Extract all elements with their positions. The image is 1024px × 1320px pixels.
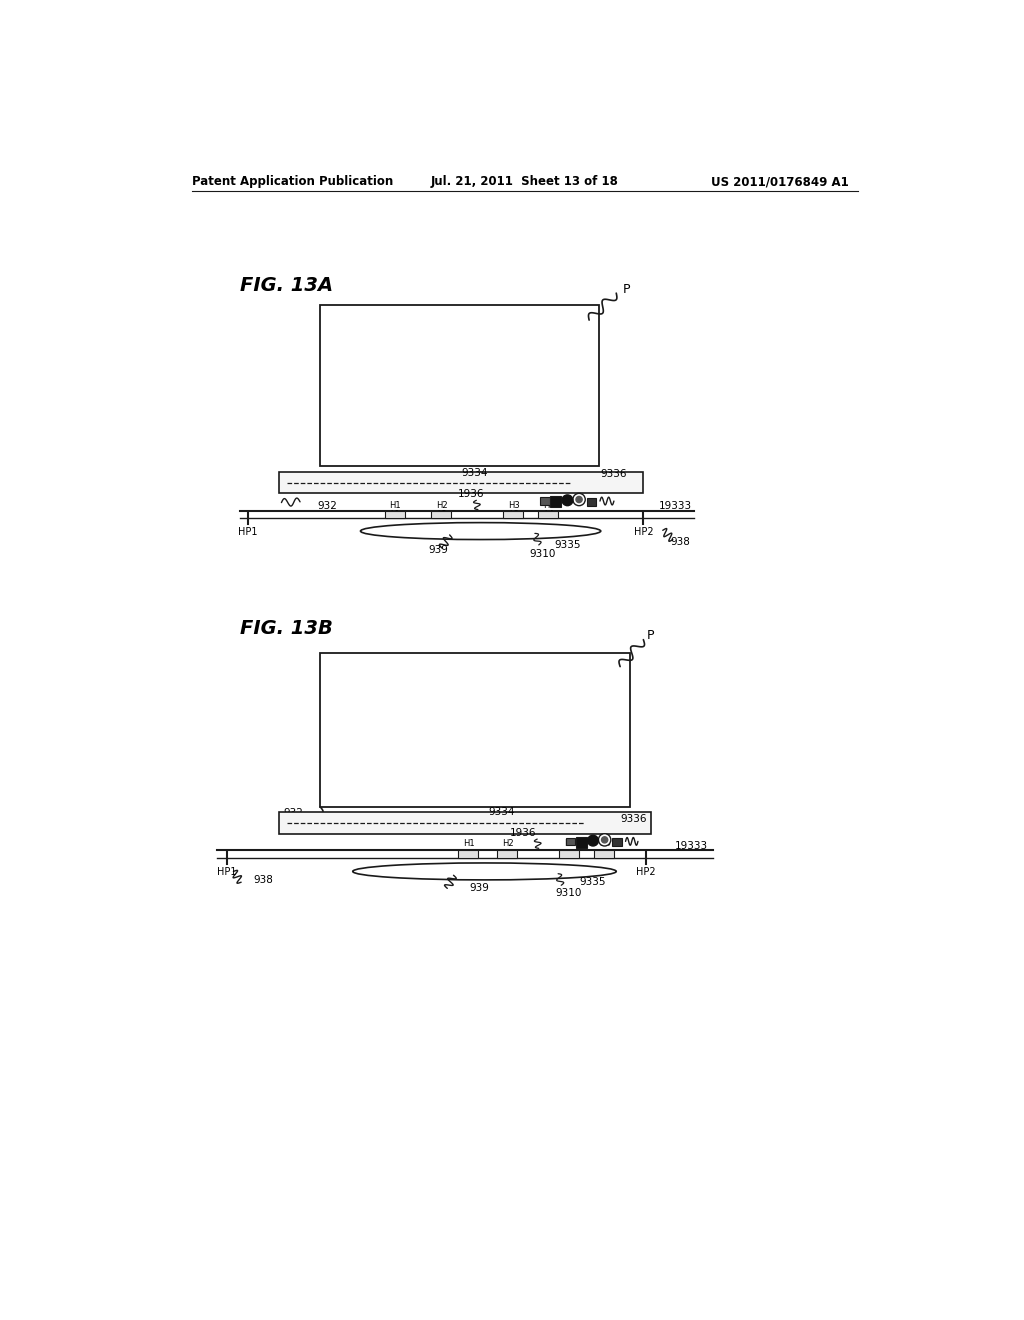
Text: h2: h2 (437, 510, 446, 519)
Text: P: P (647, 630, 654, 643)
Bar (321, 305, 599, 466)
Text: FIG. 13A: FIG. 13A (241, 276, 334, 294)
Text: 932: 932 (283, 808, 303, 818)
Text: 9335: 9335 (554, 540, 581, 550)
Text: FIG. 13B: FIG. 13B (241, 619, 333, 638)
Text: HP2: HP2 (634, 527, 653, 537)
Text: 9334: 9334 (461, 469, 487, 478)
Bar (431, 511, 452, 517)
Text: 9310: 9310 (529, 549, 556, 560)
Text: P: P (623, 282, 630, 296)
Text: 9336: 9336 (621, 814, 646, 824)
Text: Patent Application Publication: Patent Application Publication (191, 176, 393, 187)
Text: h3: h3 (509, 510, 519, 519)
Text: US 2011/0176849 A1: US 2011/0176849 A1 (711, 176, 849, 187)
Bar (280, 812, 651, 834)
Ellipse shape (352, 863, 616, 880)
Text: 1936: 1936 (510, 829, 537, 838)
Bar (321, 653, 630, 807)
Text: 9310: 9310 (555, 888, 582, 898)
Text: 19333: 19333 (675, 841, 708, 851)
Text: H2: H2 (502, 840, 514, 849)
Bar (559, 850, 579, 858)
Bar (575, 837, 587, 847)
Bar (280, 471, 643, 494)
Circle shape (601, 837, 607, 843)
Text: 9334: 9334 (488, 807, 515, 817)
Circle shape (562, 495, 572, 506)
Text: 1936: 1936 (458, 488, 484, 499)
Text: H2: H2 (436, 500, 447, 510)
Circle shape (588, 836, 598, 846)
Text: H1: H1 (389, 500, 401, 510)
Text: HP2: HP2 (636, 867, 655, 876)
Text: H3: H3 (564, 840, 575, 849)
Text: h4: h4 (544, 510, 554, 519)
Bar (458, 850, 478, 858)
Text: H4: H4 (543, 500, 555, 510)
Text: 19333: 19333 (658, 502, 692, 511)
Text: 9336: 9336 (601, 469, 628, 479)
Text: H3: H3 (508, 500, 520, 510)
Circle shape (598, 834, 611, 846)
Text: 9335: 9335 (580, 878, 606, 887)
Text: 939: 939 (428, 545, 447, 554)
Text: 938: 938 (671, 537, 690, 546)
Text: H1: H1 (463, 840, 475, 849)
Bar (587, 498, 596, 506)
Bar (385, 511, 404, 517)
Text: h1: h1 (390, 510, 400, 519)
Bar (541, 498, 550, 506)
Text: H4: H4 (599, 840, 610, 849)
Bar (566, 838, 575, 845)
Bar (538, 511, 558, 517)
Text: Jul. 21, 2011  Sheet 13 of 18: Jul. 21, 2011 Sheet 13 of 18 (431, 176, 618, 187)
Text: HP1: HP1 (239, 527, 258, 537)
Ellipse shape (360, 523, 601, 540)
Bar (612, 838, 622, 846)
Circle shape (572, 494, 586, 506)
Text: HP1: HP1 (217, 867, 237, 876)
Bar (594, 850, 614, 858)
Circle shape (575, 496, 583, 503)
Bar (503, 511, 523, 517)
Bar (497, 850, 517, 858)
Text: 939: 939 (469, 883, 489, 894)
Bar (550, 496, 561, 507)
Text: 932: 932 (317, 500, 338, 511)
Text: 938: 938 (254, 875, 273, 884)
